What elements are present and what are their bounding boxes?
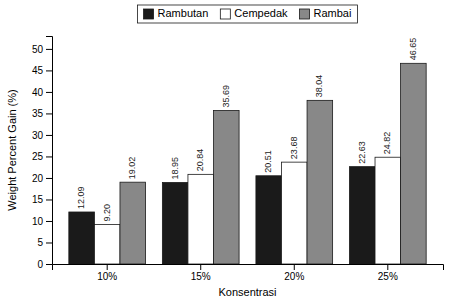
bar	[120, 182, 146, 264]
tick: 40	[32, 87, 52, 98]
tick: 35	[32, 108, 52, 119]
legend-swatch	[144, 9, 154, 19]
tick: 25	[32, 151, 52, 162]
legend-item: Cempedak	[220, 7, 288, 19]
tick: 50	[32, 44, 52, 55]
tick-mark	[46, 49, 52, 50]
data-label: 23.68	[289, 137, 299, 160]
legend-item: Rambutan	[144, 7, 209, 19]
bar	[214, 110, 240, 264]
tick: 45	[32, 65, 52, 76]
tick: 25%	[378, 264, 398, 282]
plot: 12.09 18.95 20.51 22.63 9.20 20.84 23.68 24.82 1…	[6, 37, 444, 299]
data-label: 46.65	[408, 38, 418, 61]
data-label: 19.02	[127, 157, 137, 180]
data-label: 20.51	[263, 150, 273, 173]
legend-label: Rambutan	[158, 7, 209, 19]
chart: 12.09 18.95 20.51 22.63 9.20 20.84 23.68 24.82 1…	[0, 0, 455, 304]
bar	[256, 176, 282, 264]
data-label: 9.20	[102, 204, 112, 222]
tick: 0	[37, 259, 52, 270]
tick-mark	[46, 70, 52, 71]
legend-swatch	[300, 9, 310, 19]
tick-mark	[46, 242, 52, 243]
data-label: 12.09	[76, 186, 86, 209]
x-axis: 10% 15% 20% 25%	[53, 264, 444, 282]
tick-mark	[46, 135, 52, 136]
tick-label: 45	[32, 65, 44, 76]
bar	[94, 224, 120, 264]
tick-mark	[46, 92, 52, 93]
bar	[401, 63, 427, 264]
legend: Rambutan Cempedak Rambai	[138, 5, 358, 23]
tick: 20%	[284, 264, 304, 282]
data-label: 38.04	[314, 75, 324, 98]
tick-label: 0	[37, 259, 43, 270]
data-labels: 12.09 18.95 20.51 22.63 9.20 20.84 23.68 24.82 1…	[76, 38, 418, 222]
tick-label: 15	[32, 194, 44, 205]
tick-mark	[46, 178, 52, 179]
tick: 15%	[191, 264, 211, 282]
legend-label: Cempedak	[234, 7, 288, 19]
bar	[281, 162, 307, 264]
tick-label: 30	[32, 130, 44, 141]
tick-mark	[46, 156, 52, 157]
tick: 10%	[97, 264, 117, 282]
tick-label: 35	[32, 108, 44, 119]
tick-label: 50	[32, 44, 44, 55]
tick-label: 20	[32, 173, 44, 184]
bar	[349, 167, 375, 264]
tick-label: 5	[37, 237, 43, 248]
data-label: 22.63	[357, 141, 367, 164]
legend-label: Rambai	[314, 7, 352, 19]
data-label: 18.95	[170, 157, 180, 180]
bar	[307, 100, 333, 264]
tick-mark	[46, 199, 52, 200]
bar-series	[120, 63, 426, 264]
bars	[69, 63, 426, 264]
tick-mark	[294, 264, 295, 270]
tick-label: 25%	[378, 271, 398, 282]
tick: 15	[32, 194, 52, 205]
tick: 10	[32, 216, 52, 227]
tick-label: 10%	[97, 271, 117, 282]
tick-mark	[387, 264, 388, 270]
tick-label: 10	[32, 216, 44, 227]
tick: 30	[32, 130, 52, 141]
tick-label: 20%	[284, 271, 304, 282]
data-label: 24.82	[382, 132, 392, 155]
tick: 20	[32, 173, 52, 184]
tick-mark	[46, 113, 52, 114]
legend-swatch	[220, 9, 230, 19]
tick-label: 40	[32, 87, 44, 98]
tick-mark	[46, 264, 52, 265]
x-axis-title: Konsentrasi	[218, 286, 276, 298]
legend-item: Rambai	[300, 7, 352, 19]
y-axis-title: Weight Percent Gain (%)	[6, 89, 18, 210]
data-label: 35.69	[221, 85, 231, 108]
data-label: 20.84	[195, 149, 205, 172]
y-axis: 0 5 10 15 20 25 30 35 40 45 50	[32, 37, 53, 270]
bar	[375, 157, 401, 264]
legend-frame	[138, 5, 358, 23]
tick-label: 25	[32, 151, 44, 162]
axis-line	[46, 37, 53, 265]
bar	[162, 182, 188, 264]
bar	[188, 174, 214, 264]
tick: 5	[37, 237, 52, 248]
tick-mark	[200, 264, 201, 270]
tick-label: 15%	[191, 271, 211, 282]
tick-mark	[107, 264, 108, 270]
axis-line	[53, 265, 444, 271]
tick-mark	[46, 221, 52, 222]
bar	[69, 212, 95, 264]
bar-series	[94, 157, 400, 264]
